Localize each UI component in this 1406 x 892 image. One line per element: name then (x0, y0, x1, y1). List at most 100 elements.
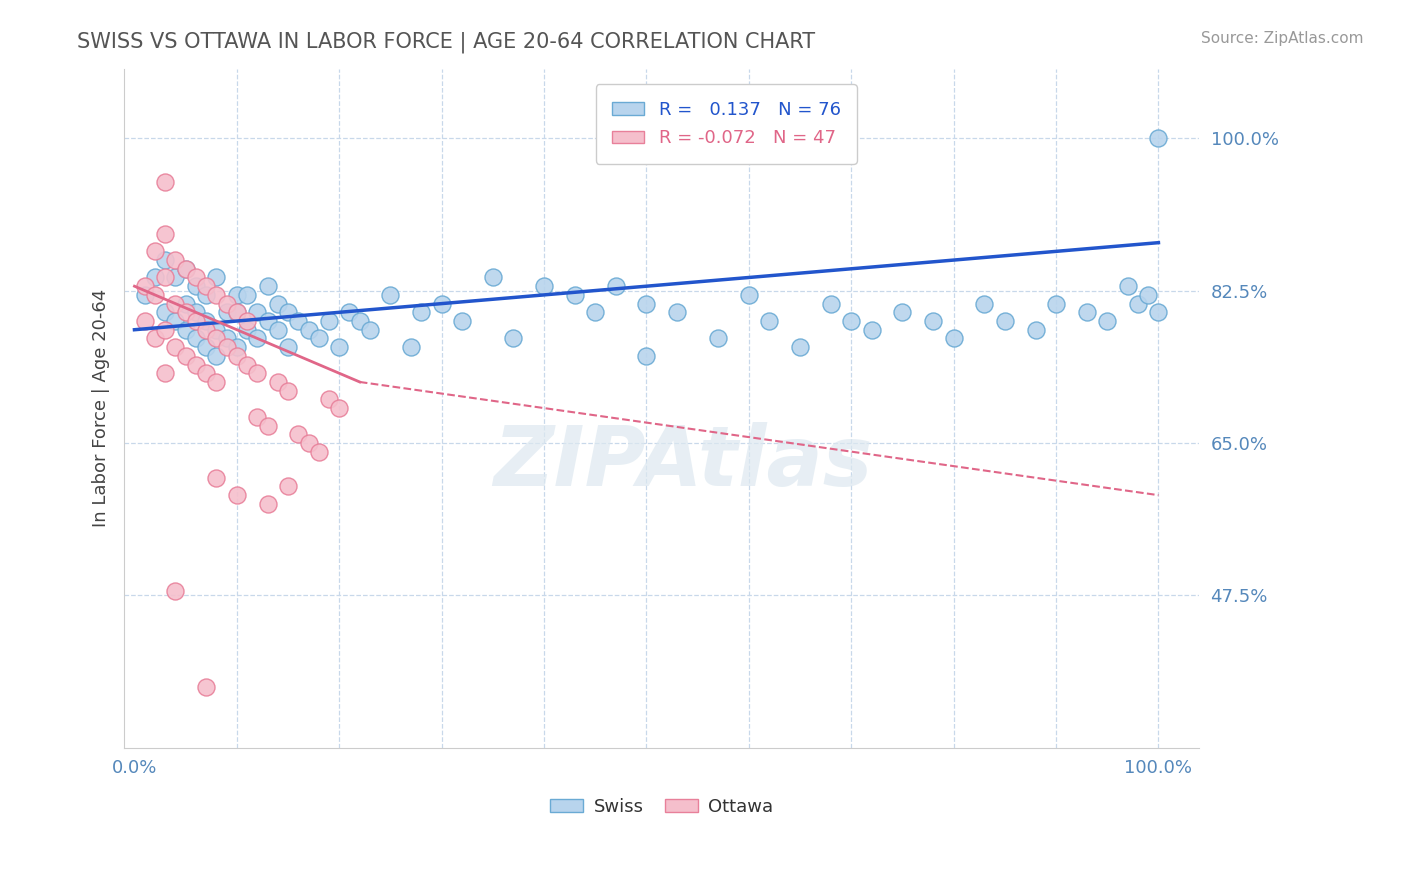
Point (165, 314, 187, 328)
Text: Source: ZipAtlas.com: Source: ZipAtlas.com (1201, 31, 1364, 46)
Point (205, 331, 228, 345)
Point (205, 349, 228, 363)
Point (174, 349, 197, 363)
Point (1147, 305, 1170, 319)
Point (349, 314, 371, 328)
Point (1137, 288, 1160, 302)
Point (205, 471, 228, 485)
Point (174, 323, 197, 337)
Point (922, 314, 945, 328)
Point (143, 331, 166, 345)
Point (1076, 305, 1098, 319)
Point (205, 375, 228, 389)
Point (860, 323, 883, 337)
Point (399, 340, 422, 354)
Point (195, 366, 218, 380)
Point (1116, 279, 1139, 293)
Point (380, 288, 402, 302)
Point (184, 358, 207, 372)
Point (277, 340, 299, 354)
Point (143, 270, 166, 285)
Point (225, 349, 247, 363)
Point (236, 288, 259, 302)
Point (430, 296, 453, 310)
Point (215, 305, 238, 319)
Point (1097, 314, 1119, 328)
Point (267, 296, 290, 310)
Point (153, 323, 176, 337)
Point (236, 358, 259, 372)
Point (174, 305, 197, 319)
Point (1147, 131, 1170, 145)
Point (246, 366, 269, 380)
Point (820, 296, 842, 310)
Point (225, 340, 247, 354)
Point (184, 314, 207, 328)
Point (973, 296, 995, 310)
Point (184, 305, 207, 319)
Point (153, 253, 176, 268)
Point (205, 323, 228, 337)
Point (297, 436, 319, 450)
Point (246, 305, 269, 319)
Point (153, 227, 176, 241)
Point (143, 244, 166, 259)
Point (267, 375, 290, 389)
Point (256, 279, 278, 293)
Point (1025, 323, 1047, 337)
Point (256, 418, 278, 433)
Point (215, 340, 238, 354)
Point (246, 409, 269, 424)
Point (225, 288, 247, 302)
Point (482, 270, 505, 285)
Point (153, 366, 176, 380)
Point (134, 279, 156, 293)
Point (277, 479, 299, 493)
Point (287, 427, 309, 442)
Y-axis label: In Labor Force | Age 20-64: In Labor Force | Age 20-64 (93, 289, 110, 527)
Point (236, 323, 259, 337)
Point (195, 340, 218, 354)
Point (891, 305, 914, 319)
Point (143, 288, 166, 302)
Point (195, 279, 218, 293)
Point (195, 680, 218, 694)
Point (205, 288, 228, 302)
Point (153, 175, 176, 189)
Point (165, 253, 187, 268)
Point (205, 270, 228, 285)
Point (502, 331, 524, 345)
Point (236, 314, 259, 328)
Point (195, 314, 218, 328)
Point (297, 323, 319, 337)
Point (277, 384, 299, 398)
Point (533, 279, 555, 293)
Point (134, 314, 156, 328)
Point (174, 261, 197, 276)
Point (994, 314, 1017, 328)
Point (942, 331, 965, 345)
Point (215, 296, 238, 310)
Point (605, 279, 627, 293)
Point (758, 314, 780, 328)
Point (328, 340, 350, 354)
Point (738, 288, 761, 302)
Legend: Swiss, Ottawa: Swiss, Ottawa (543, 790, 780, 823)
Point (165, 340, 187, 354)
Point (225, 488, 247, 502)
Point (339, 305, 361, 319)
Text: SWISS VS OTTAWA IN LABOR FORCE | AGE 20-64 CORRELATION CHART: SWISS VS OTTAWA IN LABOR FORCE | AGE 20-… (77, 31, 815, 53)
Point (165, 296, 187, 310)
Point (636, 349, 658, 363)
Point (165, 583, 187, 598)
Point (318, 392, 340, 407)
Point (256, 314, 278, 328)
Point (411, 305, 433, 319)
Point (308, 444, 330, 458)
Point (636, 296, 658, 310)
Point (246, 331, 269, 345)
Point (308, 331, 330, 345)
Point (184, 279, 207, 293)
Point (277, 305, 299, 319)
Point (318, 314, 340, 328)
